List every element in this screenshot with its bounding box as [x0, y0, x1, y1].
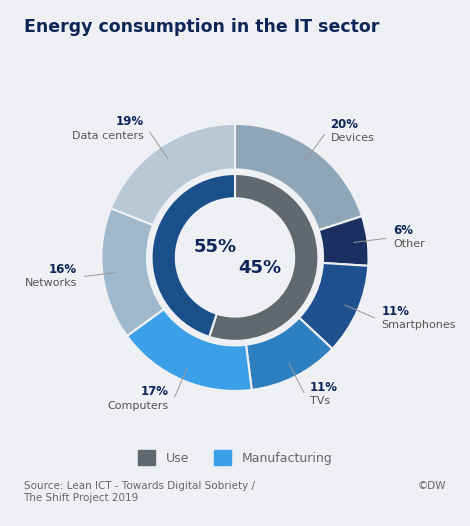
Text: ©DW: ©DW — [418, 481, 446, 491]
Wedge shape — [127, 309, 252, 391]
Text: Other: Other — [393, 239, 425, 249]
Wedge shape — [235, 124, 362, 230]
Wedge shape — [111, 124, 235, 225]
Text: Source: Lean ICT - Towards Digital Sobriety /
The Shift Project 2019: Source: Lean ICT - Towards Digital Sobri… — [24, 481, 254, 503]
Wedge shape — [319, 216, 368, 266]
Text: Computers: Computers — [108, 400, 169, 410]
Text: 11%: 11% — [382, 305, 409, 318]
Text: Energy consumption in the IT sector: Energy consumption in the IT sector — [24, 18, 379, 36]
Wedge shape — [151, 174, 235, 337]
Text: 11%: 11% — [310, 381, 338, 394]
Text: 17%: 17% — [141, 386, 169, 398]
Wedge shape — [299, 263, 368, 349]
Text: 45%: 45% — [238, 259, 281, 277]
Text: 16%: 16% — [49, 263, 77, 276]
Wedge shape — [209, 174, 319, 341]
Text: 20%: 20% — [330, 118, 359, 131]
Text: TVs: TVs — [310, 397, 330, 407]
Text: Networks: Networks — [24, 278, 77, 288]
Text: Smartphones: Smartphones — [382, 320, 456, 330]
Text: 55%: 55% — [194, 238, 237, 256]
Wedge shape — [246, 318, 332, 390]
Legend: Use, Manufacturing: Use, Manufacturing — [133, 446, 337, 470]
Text: Data centers: Data centers — [71, 130, 143, 140]
Text: Devices: Devices — [330, 133, 375, 143]
Wedge shape — [102, 208, 164, 336]
Text: 19%: 19% — [115, 115, 143, 128]
Text: 6%: 6% — [393, 224, 413, 237]
